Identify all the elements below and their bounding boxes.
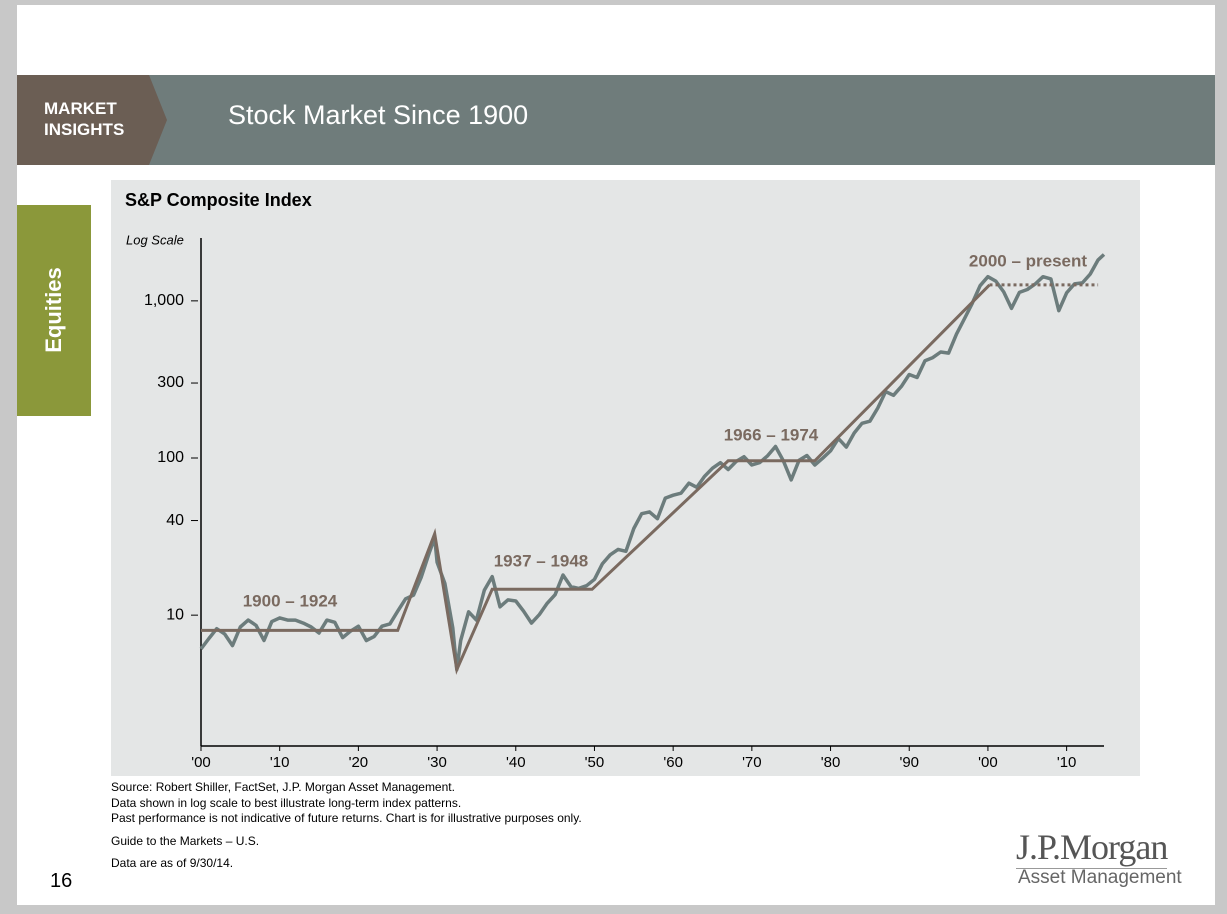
badge-text: INSIGHTS bbox=[44, 120, 125, 139]
x-tick-label: '00 bbox=[978, 754, 998, 771]
page-number: 16 bbox=[50, 870, 73, 892]
x-tick-label: '80 bbox=[821, 754, 841, 771]
x-tick-label: '60 bbox=[663, 754, 683, 771]
footnote: Past performance is not indicative of fu… bbox=[111, 811, 582, 825]
x-tick-label: '70 bbox=[742, 754, 762, 771]
annotation: 1937 – 1948 bbox=[494, 551, 589, 570]
badge: MARKET INSIGHTS bbox=[17, 75, 167, 165]
guide: Guide to the Markets – U.S. bbox=[111, 834, 260, 848]
y-tick-label: 300 bbox=[157, 374, 184, 391]
annotation: 2000 – present bbox=[969, 251, 1087, 270]
x-tick-label: '90 bbox=[899, 754, 919, 771]
logo: J.P.Morgan bbox=[1016, 827, 1168, 869]
y-tick-label: 1,000 bbox=[144, 292, 184, 309]
y-axis-label: Log Scale bbox=[126, 232, 184, 247]
index-line bbox=[199, 253, 1106, 672]
as-of: Data are as of 9/30/14. bbox=[111, 856, 234, 870]
x-tick-label: '10 bbox=[1057, 754, 1077, 771]
x-tick-label: '30 bbox=[427, 754, 447, 771]
chart-title: S&P Composite Index bbox=[125, 190, 312, 210]
logo-sub: Asset Management bbox=[1018, 867, 1182, 888]
x-tick-label: '10 bbox=[270, 754, 290, 771]
side-tab: Equities bbox=[17, 205, 91, 416]
x-tick-label: '00 bbox=[191, 754, 211, 771]
annotation: 1966 – 1974 bbox=[724, 425, 819, 444]
footnote: Data shown in log scale to best illustra… bbox=[111, 796, 462, 810]
y-tick-label: 100 bbox=[157, 449, 184, 466]
annotation: 1900 – 1924 bbox=[243, 591, 338, 610]
x-tick-label: '40 bbox=[506, 754, 526, 771]
chart-background bbox=[111, 180, 1140, 776]
x-tick-label: '50 bbox=[585, 754, 605, 771]
y-tick-label: 10 bbox=[166, 606, 184, 623]
header-bar bbox=[17, 75, 1215, 165]
trend-line bbox=[201, 283, 991, 675]
footnote: Source: Robert Shiller, FactSet, J.P. Mo… bbox=[111, 780, 455, 794]
badge-text: MARKET bbox=[44, 99, 117, 118]
header-title: Stock Market Since 1900 bbox=[228, 100, 529, 130]
x-tick-label: '20 bbox=[349, 754, 369, 771]
y-tick-label: 40 bbox=[166, 512, 184, 529]
